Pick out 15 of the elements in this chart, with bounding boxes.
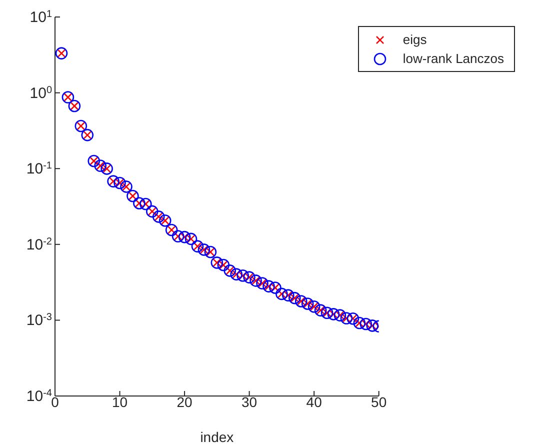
x-tick-label: 10 (112, 394, 128, 410)
y-tick-label: 10$^{-4}$ (26, 388, 52, 405)
x-tick-label: 40 (306, 394, 322, 410)
y-tick-label: 10$^{-1}$ (26, 160, 52, 178)
x-tick-label: 30 (242, 394, 258, 410)
legend-label: low-rank Lanczos (402, 51, 504, 66)
y-tick-label: 10$^{1}$ (30, 8, 52, 26)
x-axis-title: index (200, 429, 234, 445)
x-tick-label: 0 (51, 394, 60, 410)
x-tick-label: 20 (176, 394, 193, 410)
y-tick-label: 10$^{0}$ (30, 84, 52, 102)
legend-label: eigs (402, 32, 427, 47)
y-tick-label: 10$^{-3}$ (26, 312, 52, 330)
x-tick-label: 50 (371, 394, 387, 410)
y-tick-label: 10$^{-2}$ (26, 236, 52, 254)
